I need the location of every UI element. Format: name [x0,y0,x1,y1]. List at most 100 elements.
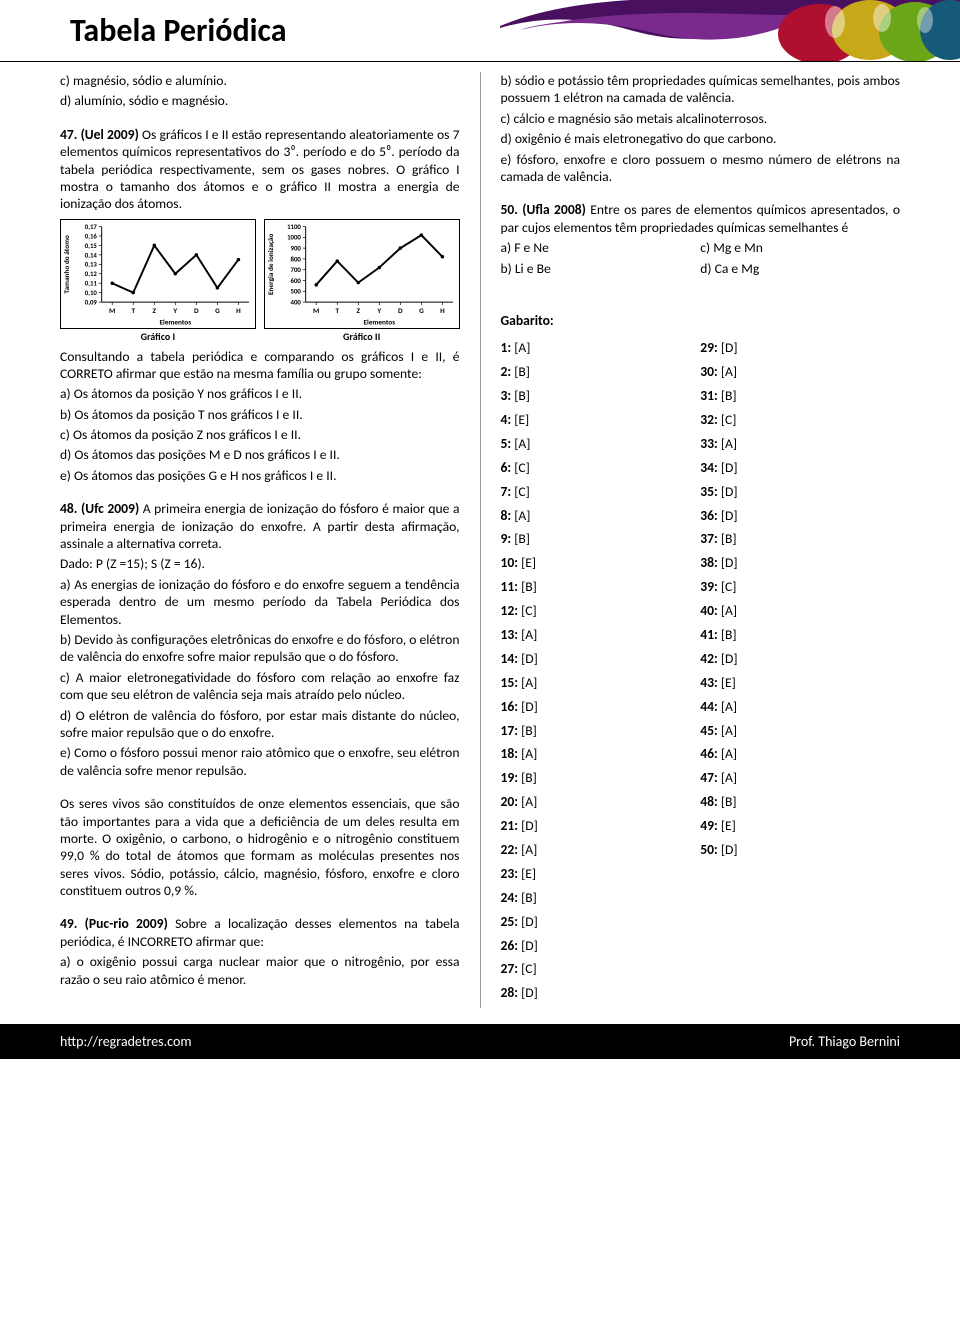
option-text: d) Ca e Mg [700,260,900,277]
option-text: a) o oxigênio possui carga nuclear maior… [60,953,460,988]
answer-row: 44: [A] [700,698,900,715]
answer-row: 6: [C] [501,459,701,476]
answer-col-2: 29: [D] 30: [A] 31: [B] 32: [C] 33: [A] 34: [… [700,339,900,1008]
svg-text:M: M [109,305,115,314]
svg-text:Z: Z [356,305,360,314]
answer-row: 11: [B] [501,578,701,595]
right-column: b) sódio e potássio têm propriedades quí… [481,72,901,1008]
answer-row: 5: [A] [501,435,701,452]
option-text: e) Como o fósforo possui menor raio atôm… [60,744,460,779]
answer-row: 32: [C] [700,411,900,428]
answer-row: 15: [A] [501,674,701,691]
option-text: a) As energias de ionização do fósforo e… [60,576,460,628]
charts-container: 0,090,100,110,120,130,140,150,160,17Tama… [60,219,460,344]
option-text: b) Li e Be [501,260,701,277]
option-text: c) cálcio e magnésio são metais alcalino… [501,110,901,127]
svg-text:500: 500 [290,287,301,295]
answer-row: 42: [D] [700,650,900,667]
option-text: d) alumínio, sódio e magnésio. [60,92,460,109]
answer-row: 20: [A] [501,793,701,810]
answer-row: 13: [A] [501,626,701,643]
svg-text:0,10: 0,10 [85,289,98,297]
answer-row: 22: [A] [501,841,701,858]
svg-text:T: T [131,305,135,314]
svg-text:Y: Y [376,305,381,314]
question-data: Dado: P (Z =15); S (Z = 16). [60,555,460,572]
option-text: d) O elétron de valência do fósforo, por… [60,707,460,742]
answer-row: 19: [B] [501,769,701,786]
answer-row: 31: [B] [700,387,900,404]
svg-text:H: H [236,305,241,314]
svg-text:0,15: 0,15 [85,242,98,250]
option-text: c) magnésio, sódio e alumínio. [60,72,460,89]
option-text: c) Os átomos da posição Z nos gráficos I… [60,426,460,443]
svg-text:0,09: 0,09 [85,298,98,306]
option-text: e) Os átomos das posições G e H nos gráf… [60,467,460,484]
answer-row: 26: [D] [501,937,701,954]
answer-row: 9: [B] [501,530,701,547]
answer-key: 1: [A]2: [B]3: [B]4: [E]5: [A]6: [C]7: [… [501,339,901,1008]
answer-row: 35: [D] [700,483,900,500]
svg-text:400: 400 [290,298,301,306]
svg-text:900: 900 [290,244,301,252]
answer-row: 8: [A] [501,507,701,524]
answer-row: 12: [C] [501,602,701,619]
question-text: 50. (Ufla 2008) Entre os pares de elemen… [501,201,901,236]
svg-text:Z: Z [153,305,157,314]
svg-text:1000: 1000 [287,233,301,241]
svg-text:1100: 1100 [287,223,301,231]
answer-row: 38: [D] [700,554,900,571]
option-text: a) Os átomos da posição Y nos gráficos I… [60,385,460,402]
question-text: 49. (Puc-rio 2009) Sobre a localização d… [60,915,460,950]
option-text: e) fósforo, enxofre e cloro possuem o me… [501,151,901,186]
q50-options: a) F e Ne b) Li e Be c) Mg e Mn d) Ca e … [501,239,901,280]
answer-row: 4: [E] [501,411,701,428]
page-header: Tabela Periódica [0,0,960,62]
answer-row: 36: [D] [700,507,900,524]
answer-row: 30: [A] [700,363,900,380]
answer-row: 39: [C] [700,578,900,595]
svg-text:H: H [440,305,445,314]
answer-row: 34: [D] [700,459,900,476]
answer-row: 2: [B] [501,363,701,380]
answer-row: 49: [E] [700,817,900,834]
answer-key-title: Gabarito: [501,312,901,329]
answer-row: 24: [B] [501,889,701,906]
option-text: b) sódio e potássio têm propriedades quí… [501,72,901,107]
answer-row: 17: [B] [501,722,701,739]
svg-text:T: T [335,305,339,314]
answer-row: 16: [D] [501,698,701,715]
svg-text:700: 700 [290,266,301,274]
svg-text:800: 800 [290,255,301,263]
left-column: c) magnésio, sódio e alumínio. d) alumín… [60,72,480,1008]
svg-text:Elementos: Elementos [363,317,395,326]
svg-text:M: M [313,305,319,314]
option-text: c) Mg e Mn [700,239,900,256]
answer-row: 48: [B] [700,793,900,810]
page-footer: http://regradetres.com Prof. Thiago Bern… [0,1024,960,1059]
option-text: d) oxigênio é mais eletronegativo do que… [501,130,901,147]
chart-1-caption: Gráfico I [60,331,256,344]
answer-row: 50: [D] [700,841,900,858]
content-area: c) magnésio, sódio e alumínio. d) alumín… [0,62,960,1024]
option-text: d) Os átomos das posições M e D nos gráf… [60,446,460,463]
answer-col-1: 1: [A]2: [B]3: [B]4: [E]5: [A]6: [C]7: [… [501,339,701,1008]
svg-text:Y: Y [172,305,177,314]
answer-row: 37: [B] [700,530,900,547]
svg-text:0,17: 0,17 [85,223,98,231]
svg-text:0,12: 0,12 [85,270,98,278]
answer-row: 14: [D] [501,650,701,667]
answer-row: 46: [A] [700,745,900,762]
option-text: b) Os átomos da posição T nos gráficos I… [60,406,460,423]
answer-row: 28: [D] [501,984,701,1001]
answer-row: 23: [E] [501,865,701,882]
svg-text:0,13: 0,13 [85,260,98,268]
svg-text:D: D [194,305,199,314]
footer-author: Prof. Thiago Bernini [789,1033,900,1050]
answer-row: 29: [D] [700,339,900,356]
chart-1: 0,090,100,110,120,130,140,150,160,17Tama… [60,219,256,329]
answer-row: 33: [A] [700,435,900,452]
option-text: a) F e Ne [501,239,701,256]
option-text: c) A maior eletronegatividade do fósforo… [60,669,460,704]
option-text: b) Devido às configurações eletrônicas d… [60,631,460,666]
